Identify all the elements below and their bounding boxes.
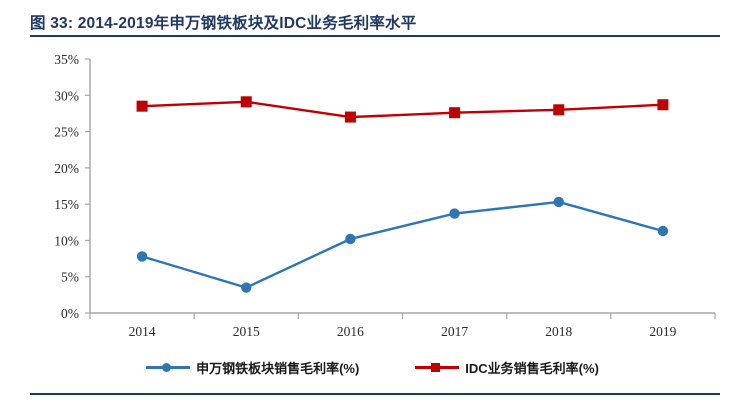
data-point bbox=[241, 282, 252, 293]
y-tick-label: 10% bbox=[54, 233, 79, 248]
series-lines-group bbox=[141, 100, 664, 289]
y-tick-label: 20% bbox=[54, 161, 79, 176]
data-point bbox=[553, 196, 564, 208]
x-tick-label: 2019 bbox=[649, 324, 676, 339]
data-point bbox=[136, 251, 148, 262]
data-point bbox=[449, 208, 460, 219]
series-markers-group bbox=[136, 96, 669, 293]
y-tick-label: 30% bbox=[54, 88, 79, 103]
data-point bbox=[136, 100, 148, 112]
chart-legend: 申万钢铁板块销售毛利率(%) IDC业务销售毛利率(%) bbox=[0, 352, 745, 382]
y-tick-label: 25% bbox=[54, 125, 79, 140]
y-tick-label: 0% bbox=[61, 306, 79, 321]
legend-item-steel[interactable]: 申万钢铁板块销售毛利率(%) bbox=[146, 358, 359, 377]
bottom-divider bbox=[30, 393, 720, 395]
y-axis-ticks bbox=[85, 58, 90, 314]
y-tick-label: 5% bbox=[61, 270, 79, 285]
x-tick-label: 2014 bbox=[129, 324, 156, 339]
square-marker-icon bbox=[431, 362, 441, 372]
data-point bbox=[657, 225, 669, 237]
y-tick-label: 15% bbox=[54, 197, 79, 212]
legend-item-idc[interactable]: IDC业务销售毛利率(%) bbox=[415, 358, 599, 377]
y-tick-label: 35% bbox=[54, 52, 79, 67]
x-tick-label: 2016 bbox=[337, 324, 364, 339]
data-point bbox=[449, 107, 461, 119]
x-tick-label: 2018 bbox=[545, 324, 572, 339]
legend-label-idc: IDC业务销售毛利率(%) bbox=[465, 360, 599, 376]
circle-marker-icon bbox=[162, 362, 172, 372]
legend-label-steel: 申万钢铁板块销售毛利率(%) bbox=[196, 360, 360, 376]
x-tick-label: 2017 bbox=[441, 324, 468, 339]
legend-swatch-idc bbox=[415, 360, 460, 374]
series-line-idc bbox=[142, 100, 663, 119]
page-title: 图 33: 2014-2019年申万钢铁板块及IDC业务毛利率水平 bbox=[30, 15, 417, 32]
data-point bbox=[657, 99, 669, 111]
data-point bbox=[345, 233, 356, 245]
x-tick-label: 2015 bbox=[233, 324, 260, 339]
line-chart-svg: 0%5%10%15%20%25%30%35% 2014 2015 2016 2017 2… bbox=[54, 52, 716, 339]
y-axis-tick-labels: 0% 5% 10% 15% 20% 25% 30% 35% bbox=[54, 52, 79, 321]
chart-plot-area: 0% 5% 10% 15% 20% 25% 30% 35% 2014 2015 2016 2017 2… bbox=[0, 45, 745, 345]
title-divider bbox=[30, 35, 720, 37]
data-point bbox=[240, 96, 252, 108]
legend-swatch-steel bbox=[146, 360, 191, 374]
x-axis-tick-labels: 2014 2015 2016 2017 2018 2019 bbox=[129, 324, 677, 339]
data-point bbox=[553, 104, 565, 116]
series-line-steel bbox=[141, 200, 664, 289]
x-axis-ticks bbox=[89, 313, 716, 319]
data-point bbox=[344, 111, 356, 123]
figure-title-row: 图 33: 2014-2019年申万钢铁板块及IDC业务毛利率水平 bbox=[30, 8, 720, 36]
